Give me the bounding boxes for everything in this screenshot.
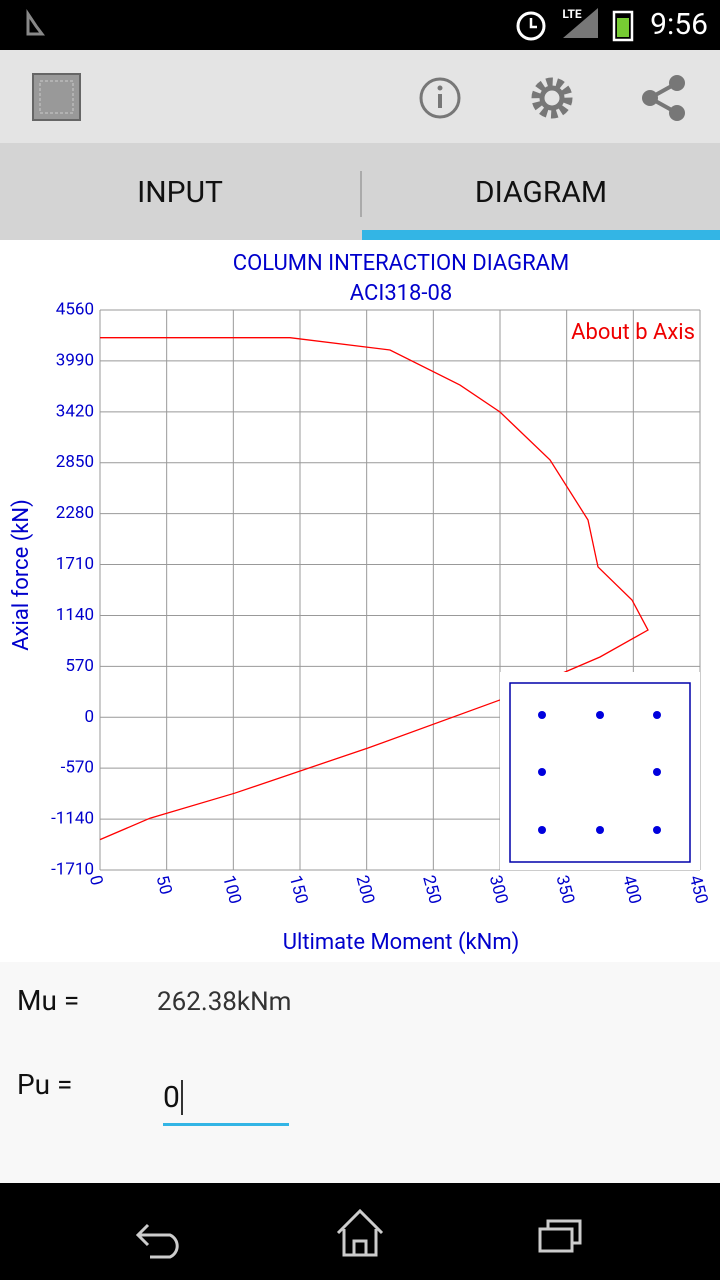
status-icons: LTE 9:56 <box>26 7 708 42</box>
status-bar: LTE 9:56 <box>0 0 720 50</box>
back-button[interactable] <box>135 1223 179 1259</box>
alarm-hands <box>529 18 537 29</box>
x-tick-label: 100 <box>218 873 245 906</box>
section-inset <box>500 672 700 870</box>
pu-value: 0 <box>163 1080 180 1115</box>
y-tick-label: 3990 <box>56 350 94 370</box>
battery-level <box>617 18 629 37</box>
nav-icons <box>135 1208 582 1259</box>
app-icon[interactable] <box>32 73 81 121</box>
recents-back <box>546 1219 582 1245</box>
tab-indicator <box>362 230 720 240</box>
mu-label: Mu = <box>17 984 80 1017</box>
signal-icon <box>563 8 598 38</box>
rebar <box>653 711 661 719</box>
y-axis-label: Axial force (kN) <box>9 499 34 651</box>
clock: 9:56 <box>650 7 708 42</box>
chart-title: COLUMN INTERACTION DIAGRAM <box>233 251 570 276</box>
y-tick-label: 570 <box>65 656 94 676</box>
notification-icon <box>26 9 45 36</box>
y-tick-label: -1140 <box>51 809 94 829</box>
rebar <box>653 826 661 834</box>
settings-button[interactable] <box>531 77 573 119</box>
y-tick-label: 1710 <box>56 554 94 574</box>
rebars <box>538 711 661 834</box>
y-tick-label: 2280 <box>56 503 94 523</box>
rebar <box>596 826 604 834</box>
rebar <box>538 768 546 776</box>
battery-icon <box>612 10 634 42</box>
y-tick-label: 2850 <box>56 452 94 472</box>
share-node <box>669 75 685 91</box>
y-tick-label: -1710 <box>51 859 94 879</box>
share-button[interactable] <box>642 75 685 121</box>
x-tick-label: 50 <box>152 873 176 897</box>
info-button[interactable] <box>419 77 461 119</box>
toolbar <box>0 50 720 143</box>
pu-input[interactable]: 0 <box>163 1078 289 1126</box>
recents-button[interactable] <box>538 1219 582 1253</box>
tab-input[interactable]: INPUT <box>137 175 223 210</box>
y-tick-label: 1140 <box>56 605 94 625</box>
alarm-icon <box>516 11 546 41</box>
pu-label: Pu = <box>17 1068 73 1101</box>
x-tick-label: 450 <box>685 873 712 906</box>
plot-lines <box>99 337 649 841</box>
x-tick-label: 350 <box>552 873 579 906</box>
settings-ring <box>539 85 565 111</box>
share-node <box>669 105 685 121</box>
tab-divider <box>360 171 362 217</box>
share-node <box>642 90 658 106</box>
tab-bar: INPUT DIAGRAM <box>0 143 720 240</box>
chart: COLUMN INTERACTION DIAGRAM ACI318-08 Ult… <box>9 251 712 955</box>
info-glyph <box>438 94 442 108</box>
x-tick-label: 200 <box>352 873 379 906</box>
network-type: LTE <box>562 7 582 21</box>
rebar <box>538 826 546 834</box>
info-dot <box>437 85 443 91</box>
x-tick-label: 400 <box>618 873 645 906</box>
y-tick-label: 3420 <box>56 401 94 421</box>
tab-diagram[interactable]: DIAGRAM <box>474 175 608 210</box>
rebar <box>596 711 604 719</box>
column-section <box>509 682 691 863</box>
y-tick-label: 0 <box>84 707 94 727</box>
x-tick-label: 250 <box>418 873 445 906</box>
annotation: About b Axis <box>571 320 695 345</box>
chart-subtitle: ACI318-08 <box>350 281 452 306</box>
x-tick-label: 300 <box>485 873 512 906</box>
toolbar-icons <box>32 73 685 121</box>
x-tick-label: 150 <box>285 873 312 906</box>
app-icon-detail <box>39 80 74 114</box>
results-panel: Mu = 262.38kNm Pu = 0 <box>0 962 720 1183</box>
recents-front <box>538 1227 574 1253</box>
inset-background <box>500 672 700 870</box>
mu-value: 262.38kNm <box>157 987 292 1017</box>
nav-bar <box>0 1183 720 1280</box>
rebar <box>538 711 546 719</box>
cursor <box>180 1080 183 1115</box>
y-tick-label: 4560 <box>56 299 94 319</box>
x-axis-label: Ultimate Moment (kNm) <box>283 930 520 955</box>
data-line <box>99 337 649 841</box>
home-button[interactable] <box>336 1208 384 1257</box>
rebar <box>653 768 661 776</box>
y-tick-label: -570 <box>61 758 94 778</box>
